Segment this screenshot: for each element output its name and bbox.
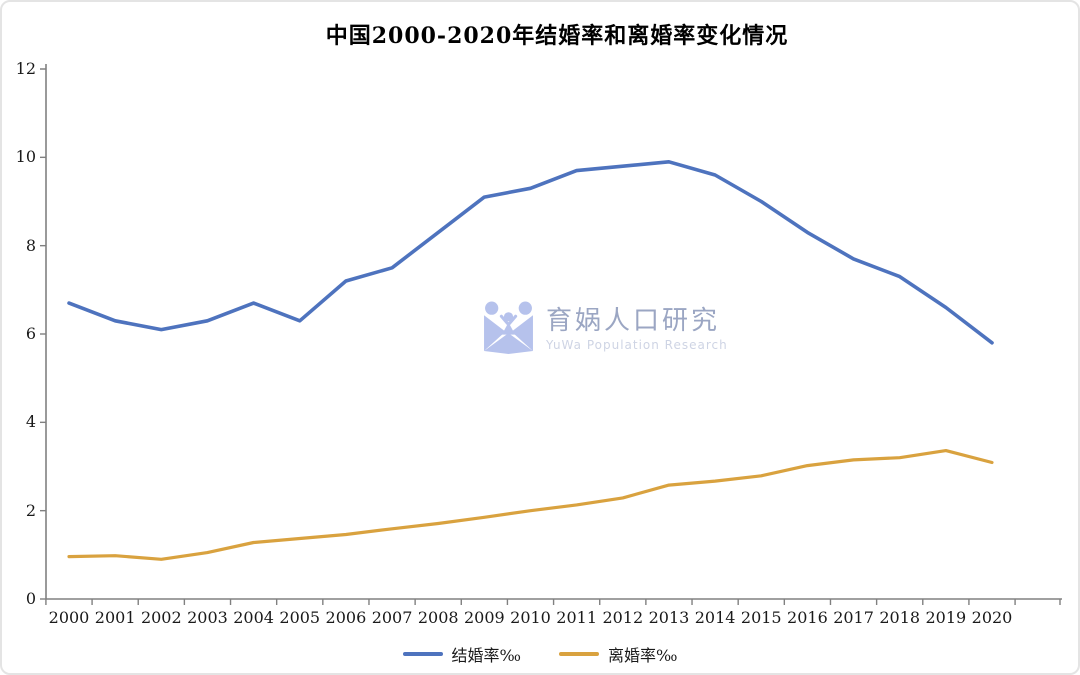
y-tick-label: 10 [15,147,36,167]
x-tick-label: 2000 [48,608,90,627]
y-tick-label: 8 [25,235,36,255]
x-tick-label: 2016 [787,608,828,627]
x-tick-label: 2018 [879,608,921,627]
marriage-rate-line [67,160,994,345]
x-tick-label: 2010 [510,608,551,627]
legend-item-marriage-rate: 结婚率‰ [402,642,521,666]
x-tick-label: 2009 [463,608,505,627]
x-tick-label: 2001 [94,608,136,627]
x-tick-label: 2014 [694,608,736,627]
legend-label-marriage-rate: 结婚率‰ [451,646,521,665]
x-tick-label: 2003 [187,608,228,627]
y-tick-label: 2 [25,500,36,520]
x-tick-label: 2019 [925,608,967,627]
y-tick-label: 4 [25,412,36,432]
x-tick-label: 2004 [233,608,274,627]
chart-legend: 结婚率‰ 离婚率‰ [2,642,1078,666]
x-tick-label: 2002 [140,608,182,627]
x-tick-label: 2020 [971,608,1013,627]
divorce-rate-line-swatch [559,652,599,656]
x-tick-label: 2006 [325,608,367,627]
chart-title: 中国2000-2020年结婚率和离婚率变化情况 [325,23,789,49]
marriage-rate-line-swatch [402,652,443,656]
x-tick-label: 2011 [556,608,597,627]
legend-item-divorce-rate: 离婚率‰ [559,642,677,666]
y-tick-label: 12 [15,59,36,78]
divorce-rate-line [67,449,994,561]
x-tick-label: 2013 [648,608,690,627]
x-tick-label: 2007 [371,608,413,627]
x-tick-label: 2008 [417,608,459,627]
x-tick-label: 2017 [833,608,874,627]
x-tick-label: 2012 [602,608,644,627]
y-tick-label: 6 [25,324,36,343]
y-tick-label: 0 [25,589,36,608]
legend-label-divorce-rate: 离婚率‰ [608,646,678,665]
x-tick-label: 2005 [279,608,321,627]
x-tick-label: 2015 [740,608,782,627]
